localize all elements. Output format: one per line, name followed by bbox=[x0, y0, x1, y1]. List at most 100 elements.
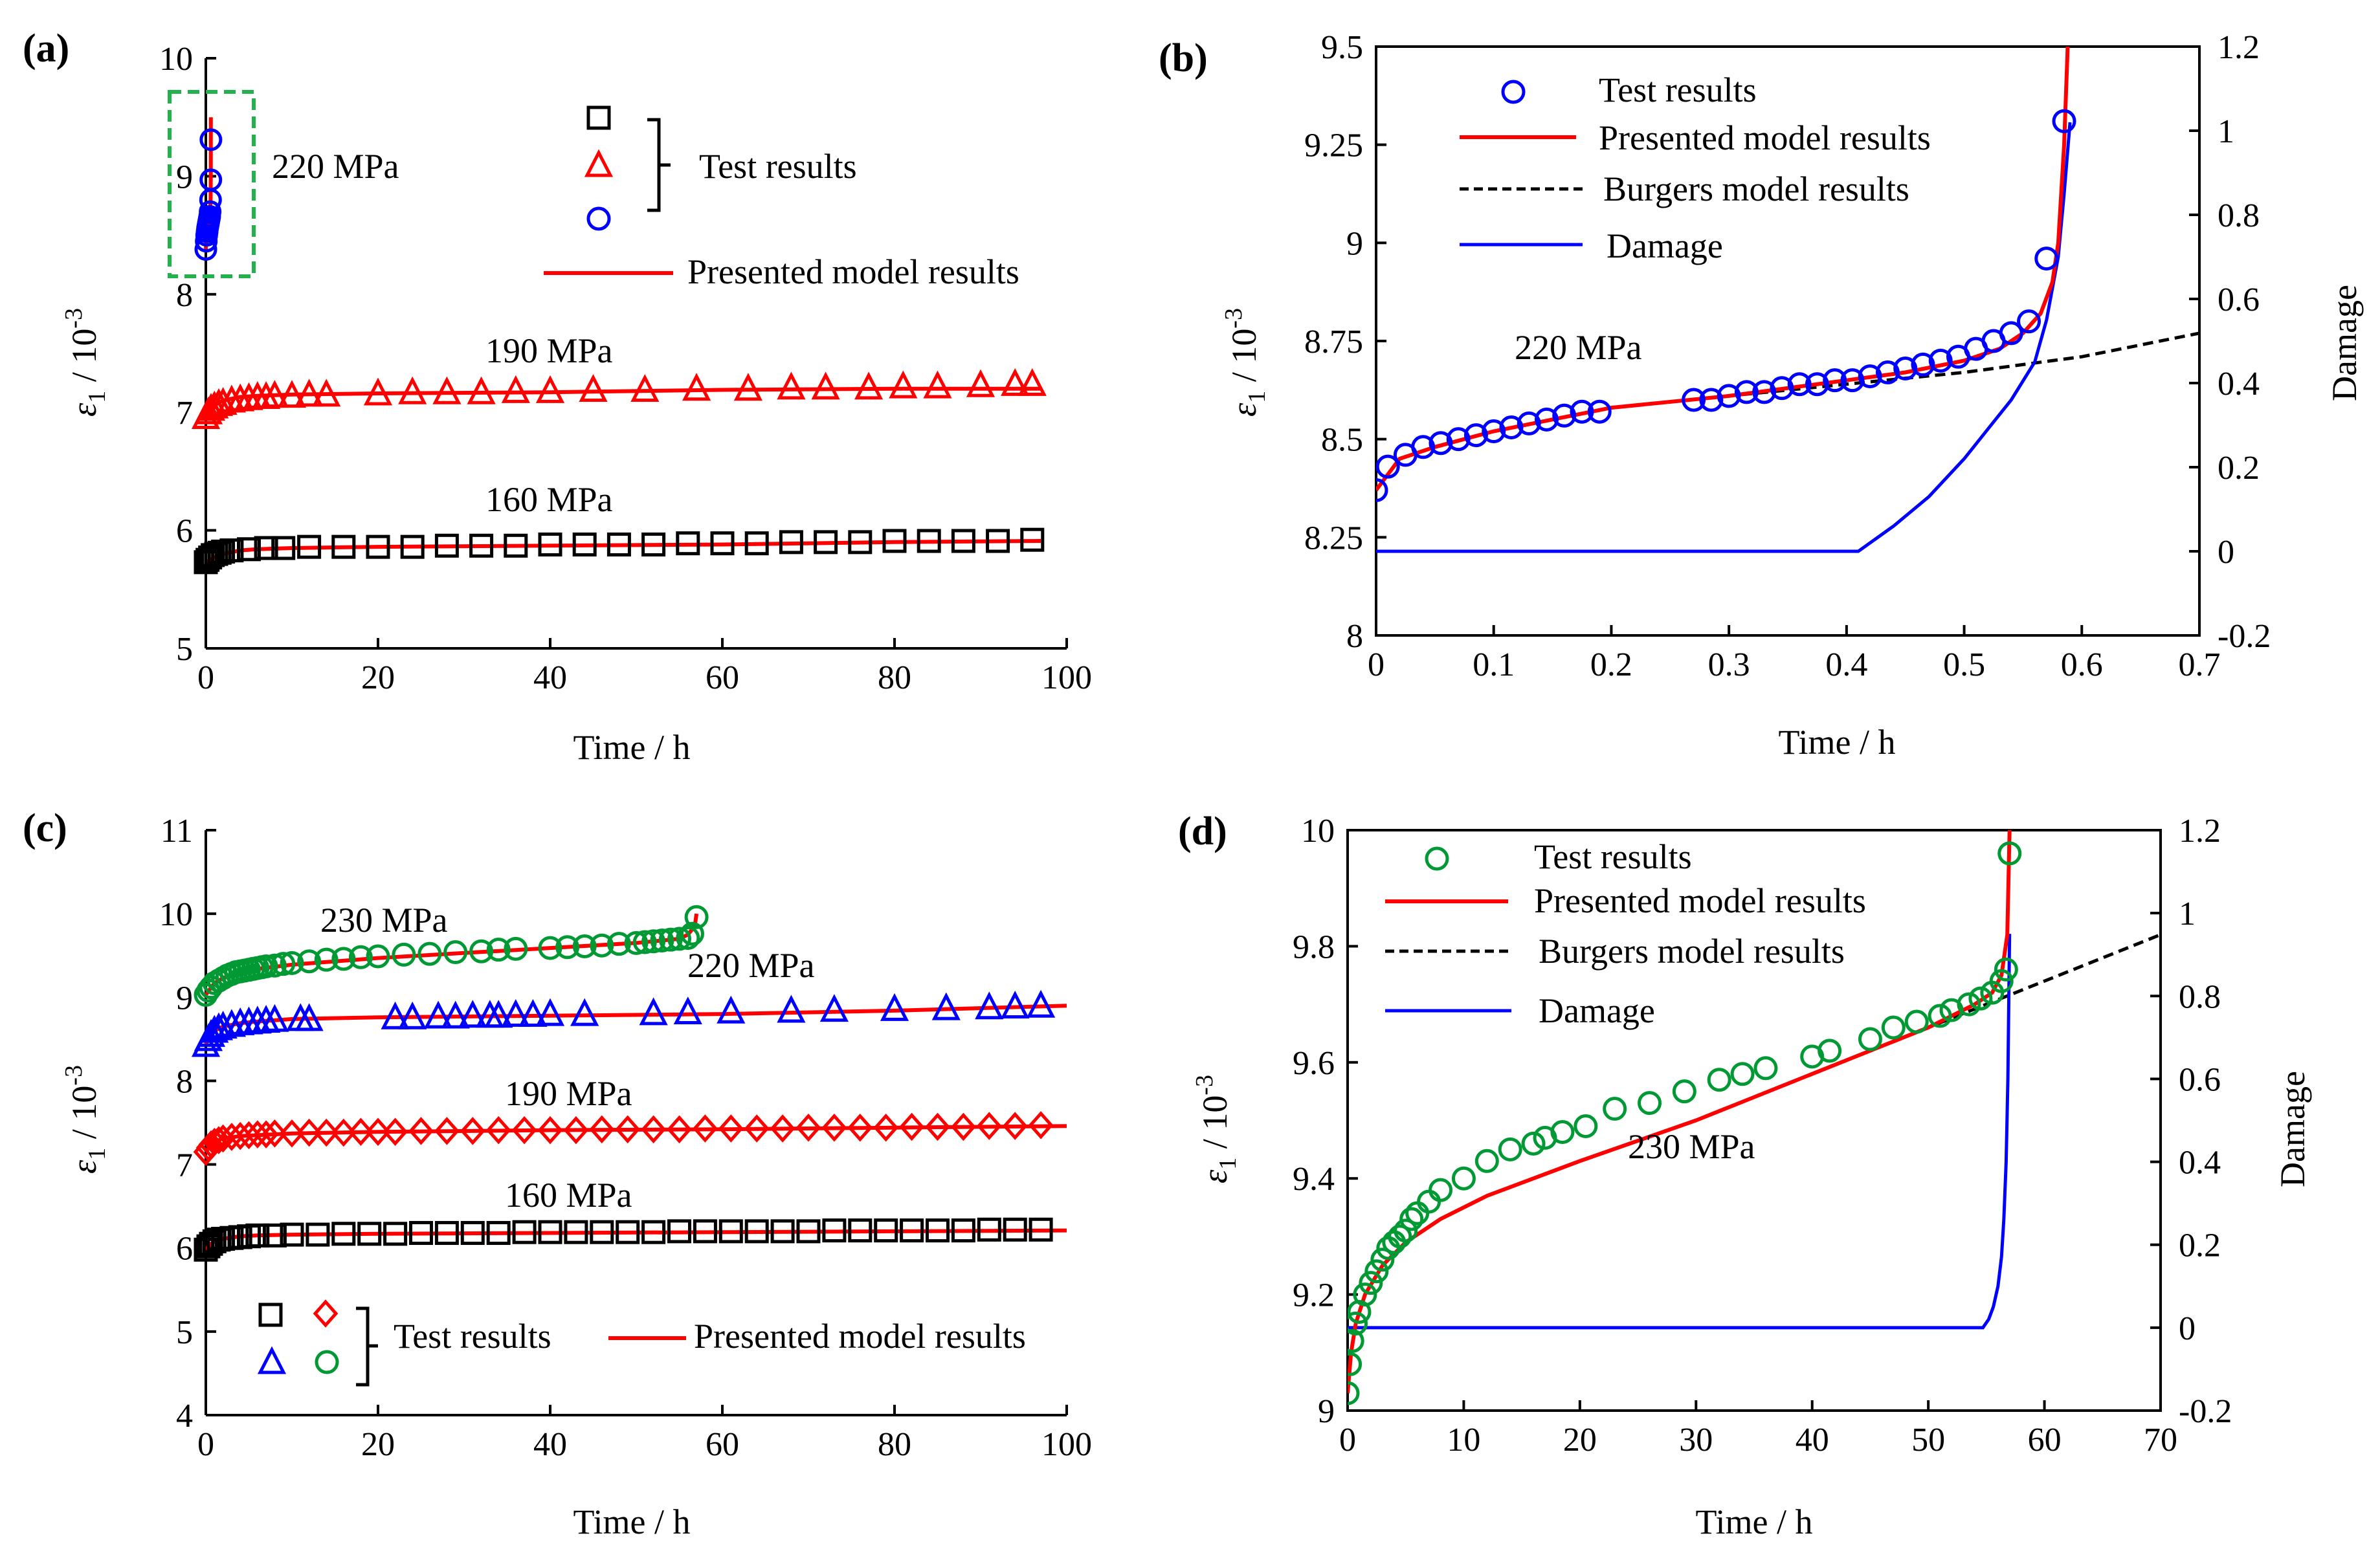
panel-d-xlabel: Time / h bbox=[1695, 1502, 1812, 1541]
panel-c-legend-marker-circle bbox=[315, 1350, 339, 1374]
panel-c-point-220MPa bbox=[975, 991, 1004, 1020]
panel-a-point-190MPa bbox=[196, 393, 226, 421]
panel-c-point-230MPa bbox=[314, 947, 339, 972]
panel-c-point-230MPa bbox=[262, 953, 287, 978]
panel-d-ylabel-sub: 1 bbox=[1214, 1158, 1241, 1170]
panel-c-point-220MPa bbox=[295, 1003, 324, 1031]
panel-c-point-230MPa bbox=[271, 952, 296, 976]
panel-b-ylabel-exp: -3 bbox=[1220, 308, 1247, 329]
panel-b-legend-burgers: Burgers model results bbox=[1603, 170, 1909, 208]
panel-d-test-point bbox=[1498, 1137, 1522, 1161]
panel-c-point-190MPa bbox=[253, 1120, 279, 1149]
panel-b-xtick-label: 0.5 bbox=[1943, 646, 1985, 683]
panel-b-ylabel: ε1 / 10-3 bbox=[1220, 308, 1271, 417]
panel-c-point-220MPa bbox=[441, 1000, 470, 1029]
panel-a-point-220MPa bbox=[199, 128, 223, 151]
panel-b-ylabel-sub: 1 bbox=[1243, 391, 1271, 403]
panel-c-point-220MPa bbox=[570, 998, 599, 1026]
panel-b-ytick-label: 8.75 bbox=[1304, 324, 1363, 360]
panel-c-point-190MPa bbox=[236, 1121, 261, 1150]
panel-b-xlabel: Time / h bbox=[1778, 723, 1895, 762]
panel-b-test-point bbox=[1999, 321, 2023, 346]
panel-c-point-160MPa bbox=[383, 1222, 408, 1246]
panel-a-legend-test: Test results bbox=[699, 147, 857, 186]
panel-b-test-point bbox=[1376, 454, 1400, 479]
panel-d-xtick-label: 50 bbox=[1911, 1422, 1945, 1458]
panel-a-point-160MPa bbox=[538, 532, 562, 556]
panel-c-point-190MPa bbox=[313, 1118, 339, 1147]
panel-d-ytick-label: 9.4 bbox=[1293, 1161, 1335, 1198]
panel-c-ylabel: ε1 / 10-3 bbox=[60, 1065, 111, 1174]
panel-c-point-230MPa bbox=[280, 951, 304, 975]
panel-d-annotation: 230 MPa bbox=[1628, 1127, 1755, 1166]
panel-c-point-160MPa bbox=[616, 1220, 640, 1244]
panel-c-point-190MPa bbox=[744, 1114, 770, 1143]
panel-a-point-160MPa bbox=[882, 529, 907, 553]
panel-c-point-160MPa bbox=[460, 1220, 485, 1245]
panel-a-ytick-label: 8 bbox=[176, 277, 193, 314]
panel-a-point-190MPa bbox=[579, 374, 608, 402]
panel-b: 0 0.1 0.2 0.3 0.4 0.5 0.6 0.7 8 8.25 8.5 8.75 9 9.25 9… bbox=[1304, 29, 2271, 683]
panel-d-xtick-label: 10 bbox=[1447, 1422, 1480, 1458]
panel-b-test-point bbox=[1699, 388, 1724, 412]
panel-a-xtick-label: 80 bbox=[878, 659, 911, 696]
panel-c-point-160MPa bbox=[434, 1220, 459, 1245]
panel-b-test-point bbox=[1587, 399, 1612, 424]
panel-a-point-160MPa bbox=[572, 532, 597, 556]
panel-a-ytick-label: 7 bbox=[176, 395, 193, 432]
panel-c-xlabel: Time / h bbox=[573, 1502, 690, 1541]
panel-a-point-190MPa bbox=[363, 377, 393, 406]
panel-c-point-220MPa bbox=[484, 1000, 513, 1028]
panel-a-point-190MPa bbox=[889, 370, 918, 399]
panel-b-ytick-label: 8 bbox=[1346, 618, 1363, 655]
panel-a-point-160MPa bbox=[951, 529, 975, 553]
panel-c-point-190MPa bbox=[976, 1112, 1002, 1140]
panel-b-test-point bbox=[1787, 372, 1812, 397]
panel-b-test-point bbox=[2017, 309, 2041, 334]
panel-c-ytick-label: 4 bbox=[176, 1398, 193, 1435]
panel-a-point-160MPa bbox=[195, 547, 220, 572]
panel-b-ytick-label: 8.25 bbox=[1304, 520, 1363, 556]
panel-a-point-160MPa bbox=[366, 534, 390, 559]
panel-a-ylabel-rest: / 10 bbox=[65, 329, 104, 391]
panel-a-point-160MPa bbox=[237, 537, 261, 562]
panel-d-test-point bbox=[1388, 1224, 1412, 1249]
panel-c-point-230MPa bbox=[590, 933, 614, 958]
panel-a-legend-model: Presented model results bbox=[687, 252, 1019, 291]
panel-c-point-160MPa bbox=[874, 1218, 898, 1243]
panel-c-point-230MPa bbox=[658, 927, 683, 952]
panel-d-xtick-label: 40 bbox=[1796, 1422, 1829, 1458]
panel-b-ylabel-main: ε bbox=[1225, 402, 1263, 417]
panel-c-point-190MPa bbox=[693, 1114, 718, 1143]
panel-c-point-160MPa bbox=[245, 1223, 270, 1248]
panel-a-legend-marker-circle bbox=[586, 206, 611, 231]
panel-a-point-160MPa bbox=[676, 531, 700, 556]
panel-d-test-point bbox=[1603, 1097, 1627, 1121]
panel-d-ytick-label: 9.6 bbox=[1293, 1045, 1335, 1082]
panel-c-point-230MPa bbox=[331, 947, 356, 971]
panel-a-point-160MPa bbox=[469, 533, 494, 558]
panel-c-legend-test: Test results bbox=[394, 1317, 551, 1356]
panel-c-point-160MPa bbox=[770, 1219, 795, 1244]
panel-d-xtick-label: 20 bbox=[1563, 1422, 1597, 1458]
panel-c-point-160MPa bbox=[796, 1219, 821, 1244]
panel-a-point-160MPa bbox=[814, 530, 838, 555]
panel-c-ylabel-sub: 1 bbox=[83, 1148, 111, 1160]
panel-c-point-160MPa bbox=[1029, 1217, 1053, 1242]
panel-a-point-160MPa bbox=[744, 531, 769, 556]
panel-a-point-160MPa bbox=[917, 529, 941, 553]
panel-b-y2tick-label: 0 bbox=[2218, 534, 2234, 571]
panel-d: 0 10 20 30 40 50 60 70 9 9.2 9.4 9.6 9.8 10 -0.2 0 0.2 0.… bbox=[1293, 813, 2232, 1458]
panel-c-point-190MPa bbox=[383, 1117, 408, 1146]
panel-c-point-190MPa bbox=[485, 1116, 511, 1145]
panel-a-point-190MPa bbox=[312, 379, 341, 407]
panel-d-test-point bbox=[1928, 1004, 1952, 1028]
panel-b-test-point bbox=[1570, 399, 1594, 424]
panel-b-xtick-label: 0.2 bbox=[1590, 646, 1632, 683]
panel-a-ytick-label: 6 bbox=[176, 513, 193, 550]
panel-d-test-point bbox=[1474, 1149, 1499, 1173]
panel-c-point-190MPa bbox=[331, 1118, 357, 1147]
panel-b-test-point bbox=[1411, 435, 1436, 459]
panel-b-xtick-label: 0.6 bbox=[2061, 646, 2103, 683]
panel-d-legend-marker bbox=[1425, 846, 1449, 871]
